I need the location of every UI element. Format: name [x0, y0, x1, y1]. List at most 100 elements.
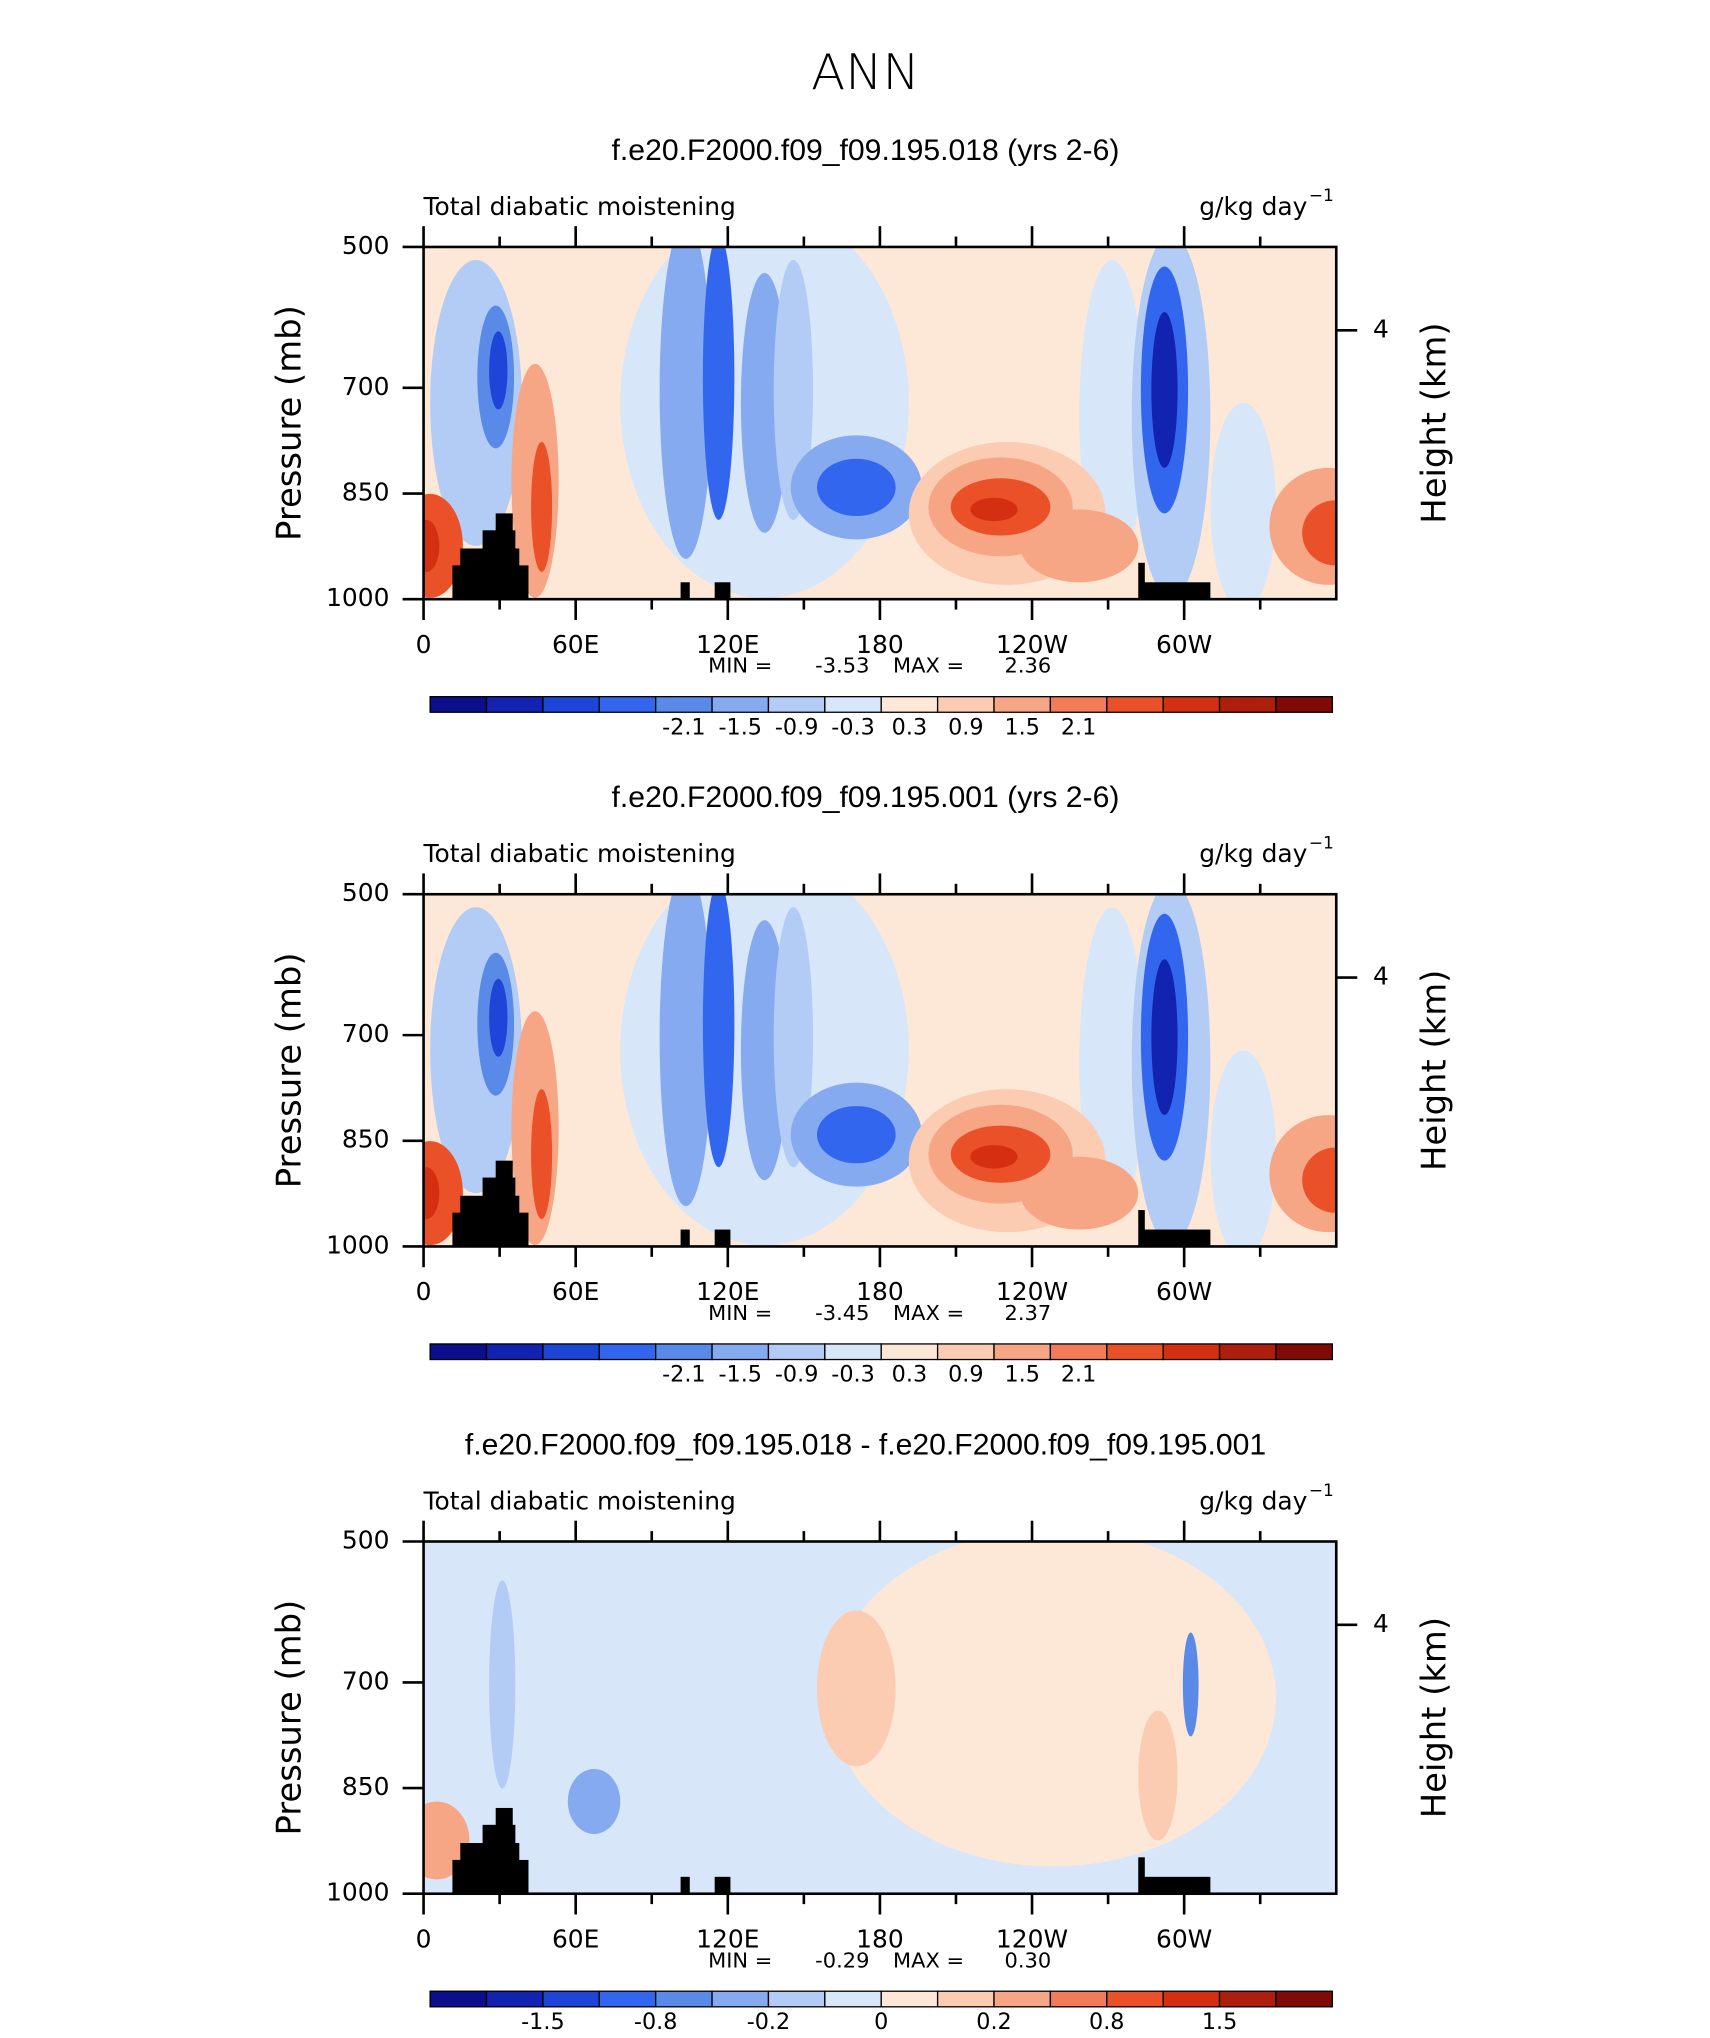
- colorbar-box: [485, 1343, 544, 1361]
- colorbar-box: [598, 1343, 657, 1361]
- x-tick-label: 0: [416, 1277, 432, 1306]
- colorbar-label: -1.5: [521, 2009, 564, 2035]
- x-tick-label: 120W: [996, 1277, 1068, 1306]
- y-tick-label: 850: [342, 478, 390, 507]
- colorbar-box: [542, 1990, 600, 2008]
- colorbar-box: [993, 1990, 1052, 2008]
- colorbar-box: [1275, 696, 1333, 713]
- x-tick-label: 120E: [696, 1925, 759, 1954]
- x-tick-label: 60W: [1156, 630, 1212, 659]
- x-tick-label: 180: [856, 1277, 904, 1306]
- colorbar-box: [1218, 1990, 1277, 2008]
- colorbar-box: [936, 1990, 995, 2008]
- colorbar-box: [1162, 696, 1221, 713]
- colorbar-box: [1275, 1990, 1333, 2008]
- variable-name: Total diabatic moistening: [423, 839, 736, 868]
- colorbar-box: [598, 1990, 657, 2008]
- colorbar-label: -2.1: [662, 714, 705, 740]
- y2-tick-label: 4: [1373, 314, 1389, 343]
- colorbar-label: 1.5: [1004, 1362, 1039, 1388]
- x-tick-label: 0: [416, 630, 432, 659]
- units: g/kg day: [1199, 839, 1307, 868]
- colorbar-box: [767, 696, 826, 713]
- panel: f.e20.F2000.f09_f09.195.018 - f.e20.F200…: [270, 1429, 1455, 2035]
- min-value: -0.29: [815, 1948, 869, 1972]
- colorbar-label: -1.5: [719, 714, 762, 740]
- colorbar-box: [1162, 1990, 1221, 2008]
- colorbar-box: [711, 1990, 770, 2008]
- colorbar-box: [1106, 696, 1164, 713]
- y-tick-label: 700: [342, 372, 390, 401]
- max-label: MAX =: [893, 654, 964, 678]
- colorbar-box: [824, 1990, 882, 2008]
- colorbar-box: [993, 1343, 1052, 1361]
- colorbar-box: [542, 1343, 600, 1361]
- colorbar-box: [767, 1990, 826, 2008]
- y-tick-label: 500: [342, 878, 390, 907]
- contour-field: [404, 1529, 1336, 1894]
- panel: f.e20.F2000.f09_f09.195.018 (yrs 2-6) Tot…: [270, 134, 1455, 740]
- x-tick-label: 120W: [996, 1925, 1068, 1954]
- y-tick-label: 1000: [326, 1878, 389, 1907]
- colorbar-label: -0.9: [775, 714, 818, 740]
- y-axis-label: Pressure (mb): [270, 305, 310, 541]
- y-tick-label: 700: [342, 1019, 390, 1048]
- y-axis-label: Pressure (mb): [270, 952, 310, 1188]
- colorbar-box: [880, 1343, 939, 1361]
- colorbar-box: [485, 696, 544, 713]
- colorbar-box: [429, 1343, 488, 1361]
- contour-field: [397, 855, 1387, 1258]
- colorbar-label: -2.1: [662, 1362, 705, 1388]
- colorbar-box: [485, 1990, 544, 2008]
- colorbar-label: 1.5: [1004, 714, 1039, 740]
- colorbar-label: -0.2: [747, 2009, 790, 2035]
- y2-axis-label: Height (km): [1414, 970, 1454, 1171]
- x-tick-label: 180: [856, 630, 904, 659]
- panel-title: f.e20.F2000.f09_f09.195.018 (yrs 2-6): [612, 134, 1120, 167]
- colorbar-box: [655, 1990, 713, 2008]
- colorbar-label: 1.5: [1202, 2009, 1237, 2035]
- colorbar-box: [1218, 696, 1277, 713]
- colorbar-box: [711, 696, 770, 713]
- units-exponent: −1: [1309, 186, 1334, 206]
- min-label: MIN =: [708, 1301, 772, 1325]
- x-tick-label: 60W: [1156, 1277, 1212, 1306]
- colorbar-box: [1049, 1990, 1108, 2008]
- units: g/kg day: [1199, 192, 1307, 221]
- max-label: MAX =: [893, 1948, 964, 1972]
- x-tick-label: 0: [416, 1925, 432, 1954]
- colorbar-box: [1275, 1343, 1333, 1361]
- x-tick-label: 60E: [552, 1277, 599, 1306]
- y-tick-label: 1000: [326, 1231, 389, 1260]
- colorbar-label: -0.3: [831, 1362, 874, 1388]
- colorbar-label: 0.2: [976, 2009, 1011, 2035]
- y-tick-label: 700: [342, 1666, 390, 1695]
- colorbar-box: [598, 696, 657, 713]
- colorbar-box: [1106, 1990, 1164, 2008]
- panel: f.e20.F2000.f09_f09.195.001 (yrs 2-6) Tot…: [270, 781, 1455, 1387]
- colorbar-label: 0.8: [1089, 2009, 1124, 2035]
- x-tick-label: 120E: [696, 630, 759, 659]
- colorbar-box: [824, 696, 882, 713]
- colorbar-box: [542, 696, 600, 713]
- x-tick-label: 60E: [552, 630, 599, 659]
- min-value: -3.45: [815, 1301, 869, 1325]
- colorbar-label: -0.9: [775, 1362, 818, 1388]
- colorbar-box: [936, 696, 995, 713]
- colorbar-label: -1.5: [719, 1362, 762, 1388]
- colorbar-box: [993, 696, 1052, 713]
- units: g/kg day: [1199, 1487, 1307, 1516]
- colorbar-box: [711, 1343, 770, 1361]
- max-value: 2.36: [1004, 654, 1051, 678]
- contour-field: [397, 208, 1387, 611]
- colorbar-label: 0.3: [892, 714, 927, 740]
- max-label: MAX =: [893, 1301, 964, 1325]
- colorbar-box: [767, 1343, 826, 1361]
- y2-axis-label: Height (km): [1414, 322, 1454, 523]
- x-tick-label: 120W: [996, 630, 1068, 659]
- min-value: -3.53: [815, 654, 869, 678]
- y-axis-label: Pressure (mb): [270, 1600, 310, 1836]
- y-tick-label: 500: [342, 231, 390, 260]
- units-exponent: −1: [1309, 834, 1334, 854]
